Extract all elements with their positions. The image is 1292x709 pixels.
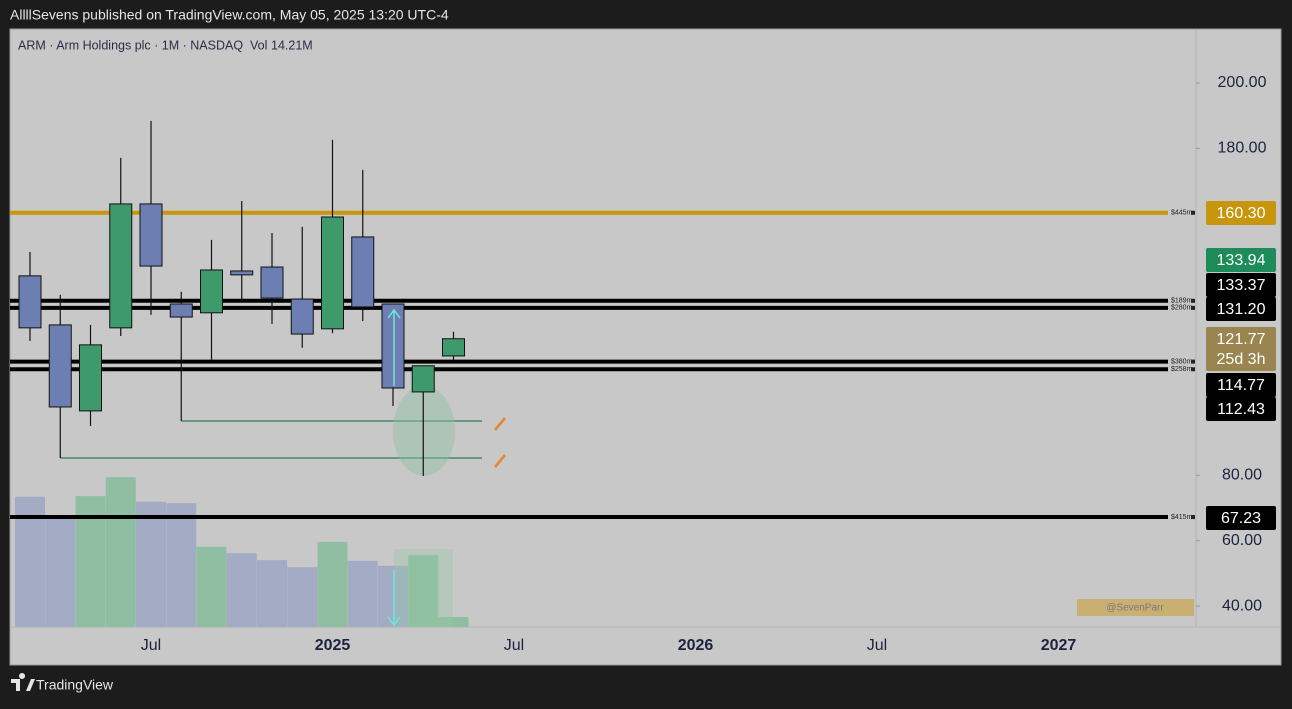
brand-name: TradingView — [36, 677, 114, 693]
pencil-icon — [494, 417, 506, 432]
level-note: $445m — [1171, 210, 1193, 217]
legend-symbol: ARM · Arm Holdings plc · 1M · NASDAQ — [18, 38, 243, 52]
level-note-square — [1191, 210, 1195, 215]
candle-body — [79, 344, 102, 412]
pencil-icon — [494, 453, 506, 468]
volume-bar — [136, 501, 166, 627]
volume-bar — [196, 546, 227, 627]
volume-bar — [45, 515, 76, 627]
level-label: 160.30 — [1217, 205, 1266, 222]
volume-bar — [378, 565, 408, 627]
level-note-square — [1191, 305, 1195, 310]
volume-bar — [257, 560, 287, 627]
level-note-square — [1191, 515, 1195, 520]
countdown-label: 25d 3h — [1217, 351, 1266, 368]
y-tick-label: 60.00 — [1222, 532, 1262, 549]
candle-body — [351, 236, 375, 308]
level-note: $380m — [1171, 358, 1193, 365]
watermark-box — [1077, 599, 1194, 616]
brand-logo — [11, 673, 35, 691]
volume-bar — [226, 553, 257, 627]
x-tick-label: Jul — [141, 637, 161, 654]
level-label-box — [1206, 273, 1276, 297]
candle-body — [260, 266, 284, 299]
x-tick-label: 2025 — [315, 637, 351, 654]
candle-body — [109, 203, 133, 329]
candle-body — [411, 365, 435, 393]
level-label-box — [1206, 201, 1276, 225]
y-tick-label: 80.00 — [1222, 467, 1262, 484]
up-arrow — [387, 308, 401, 386]
x-tick-label: Jul — [504, 637, 524, 654]
watermark: @SevenParr — [1106, 603, 1164, 614]
level-note: $415m — [1171, 514, 1193, 521]
published-line: AllllSevens published on TradingView.com… — [10, 7, 449, 23]
last-price-label: 121.77 — [1217, 331, 1266, 348]
level-label: 112.43 — [1217, 401, 1265, 418]
volume-bar — [105, 477, 136, 627]
level-note: $258m — [1171, 366, 1193, 373]
level-note: $189m — [1171, 298, 1193, 305]
plot: 40.00 60.00 80.00 180.00 200.00 Jul 2025 Jul 202… — [10, 74, 1276, 654]
level-label: 131.20 — [1217, 301, 1266, 318]
level-label-box — [1206, 297, 1276, 321]
level-label-box — [1206, 397, 1276, 421]
volume-highlight — [394, 549, 453, 627]
volume-bar — [287, 567, 318, 627]
level-note-square — [1191, 298, 1195, 303]
candle-body — [442, 338, 465, 357]
last-price-box — [1206, 327, 1276, 371]
brand: TradingView — [11, 673, 114, 693]
x-tick-label: 2027 — [1041, 637, 1077, 654]
legend-volume-value: 14.21M — [271, 38, 313, 52]
candle-body — [290, 298, 314, 335]
level-label-box — [1206, 373, 1276, 397]
level-label: 67.23 — [1221, 510, 1261, 527]
level-note: $280m — [1171, 305, 1193, 312]
down-arrow — [387, 570, 401, 627]
x-tick-label: 2026 — [678, 637, 714, 654]
candle-body — [381, 303, 405, 389]
level-label: 114.77 — [1217, 377, 1265, 394]
marker-price-box — [1206, 248, 1276, 272]
candle-body — [169, 303, 193, 318]
highlight-ellipse — [393, 386, 455, 476]
volume-bar — [317, 541, 348, 627]
x-tick-label: Jul — [867, 637, 887, 654]
y-tick-label: 40.00 — [1222, 597, 1262, 614]
candle-body — [139, 203, 163, 267]
volume-bar — [347, 560, 378, 627]
candle-body — [200, 269, 223, 314]
volume-bar — [408, 555, 439, 627]
level-label-box — [1206, 506, 1276, 530]
volume-bar — [166, 503, 197, 627]
candle-body — [321, 216, 344, 330]
y-tick-label: 180.00 — [1218, 140, 1267, 157]
candle-body — [230, 270, 254, 276]
marker-price-label: 133.94 — [1217, 252, 1266, 269]
level-note-square — [1191, 367, 1195, 372]
candle-body — [18, 275, 42, 329]
y-tick-label: 200.00 — [1218, 74, 1267, 91]
candle-body — [48, 324, 72, 408]
legend-volume-title: Vol — [250, 38, 267, 52]
level-note-square — [1191, 359, 1195, 364]
volume-bar — [438, 617, 469, 627]
level-label: 133.37 — [1217, 277, 1266, 294]
